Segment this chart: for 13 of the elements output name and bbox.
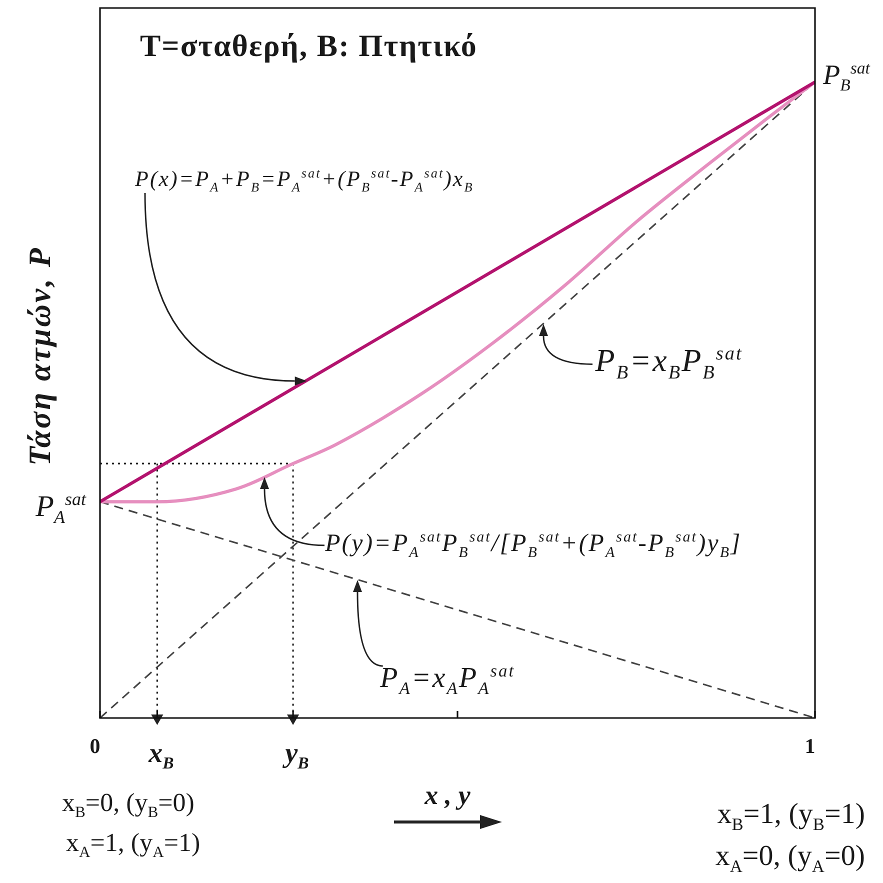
text: x$_{B}$=0, (y$_{B}$=0) xyxy=(62,788,194,822)
x-tick-label: y$_{B}$ xyxy=(285,738,309,773)
text: x$_{A}$=0, (y$_{A}$=0) xyxy=(715,840,865,876)
x-tick-label: x$_{B}$ xyxy=(148,738,174,773)
text: x$_{B}$=1, (y$_{B}$=1) xyxy=(717,798,865,834)
x-tick-label: 0 xyxy=(90,734,100,759)
y-axis-title: Τάση ατμών, P xyxy=(22,246,58,466)
text: P(y)=P$_{A}$$^{sat}$P$_{B}$$^{sat}$/[P$_{B}$$^{sat}$+(P$_{A}$$^{sat}$-P$_{B}$$^{sat}$)y$_{B}$] xyxy=(325,530,742,561)
x-tick-label: 1 xyxy=(804,734,816,759)
text: x$_{A}$=1, (y$_{A}$=1) xyxy=(66,828,200,862)
chart-title: T=σταθερή, B: Πτητικό xyxy=(140,28,478,64)
text: P(x)=P$_{A}$+P$_{B}$=P$_{A}$$^{sat}$+(P$_{B}$$^{sat}$-P$_{A}$$^{sat}$)x$_{B}$ xyxy=(135,166,474,194)
x-axis-title: x , y xyxy=(424,780,470,811)
